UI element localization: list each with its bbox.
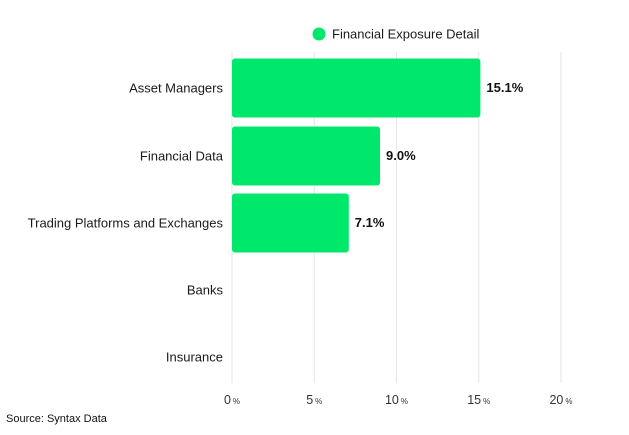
chart-bars	[232, 58, 481, 253]
x-tick-label: 15%	[467, 393, 490, 407]
category-labels: Asset Managers Financial Data Trading Plat…	[28, 81, 224, 365]
x-tick-label: 20%	[549, 393, 572, 407]
tick-unit: %	[233, 397, 240, 406]
tick-number: 20	[549, 393, 563, 407]
tick-unit: %	[315, 397, 322, 406]
tick-unit: %	[483, 397, 490, 406]
bar-asset-managers	[232, 58, 481, 118]
tick-number: 5	[306, 393, 313, 407]
category-label: Trading Platforms and Exchanges	[28, 216, 224, 231]
tick-number: 15	[467, 393, 481, 407]
x-axis-ticks: 0% 5% 10% 15% 20%	[224, 393, 573, 407]
value-labels: 15.1% 9.0% 7.1%	[355, 80, 524, 230]
category-label: Asset Managers	[129, 81, 223, 96]
tick-number: 0	[224, 393, 231, 407]
category-label: Financial Data	[140, 149, 224, 164]
bar-financial-data	[232, 126, 381, 186]
x-tick-label: 10%	[385, 393, 408, 407]
tick-number: 10	[385, 393, 399, 407]
tick-unit: %	[565, 397, 572, 406]
category-label: Insurance	[166, 350, 223, 365]
chart-legend: Financial Exposure Detail	[312, 27, 480, 42]
value-label: 9.0%	[386, 148, 416, 163]
tick-unit: %	[401, 397, 408, 406]
legend-swatch	[312, 27, 326, 41]
x-tick-label: 0%	[224, 393, 240, 407]
value-label: 7.1%	[355, 215, 385, 230]
category-label: Banks	[187, 283, 224, 298]
legend-label: Financial Exposure Detail	[332, 27, 480, 42]
x-tick-label: 5%	[306, 393, 322, 407]
bar-trading-platforms-and-exchanges	[232, 193, 349, 253]
value-label: 15.1%	[486, 80, 523, 95]
source-note: Source: Syntax Data	[6, 413, 107, 425]
